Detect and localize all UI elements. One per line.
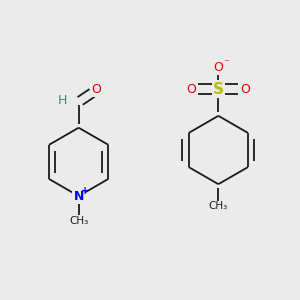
Text: H: H [58, 94, 67, 107]
Text: O: O [92, 82, 101, 96]
Text: N: N [74, 190, 84, 202]
Text: S: S [213, 82, 224, 97]
Text: O: O [186, 82, 196, 96]
Text: CH₃: CH₃ [69, 216, 88, 226]
Text: O: O [213, 61, 223, 74]
Text: +: + [81, 186, 89, 196]
Text: O: O [241, 82, 250, 96]
Text: CH₃: CH₃ [209, 202, 228, 212]
Text: ⁻: ⁻ [223, 58, 229, 68]
